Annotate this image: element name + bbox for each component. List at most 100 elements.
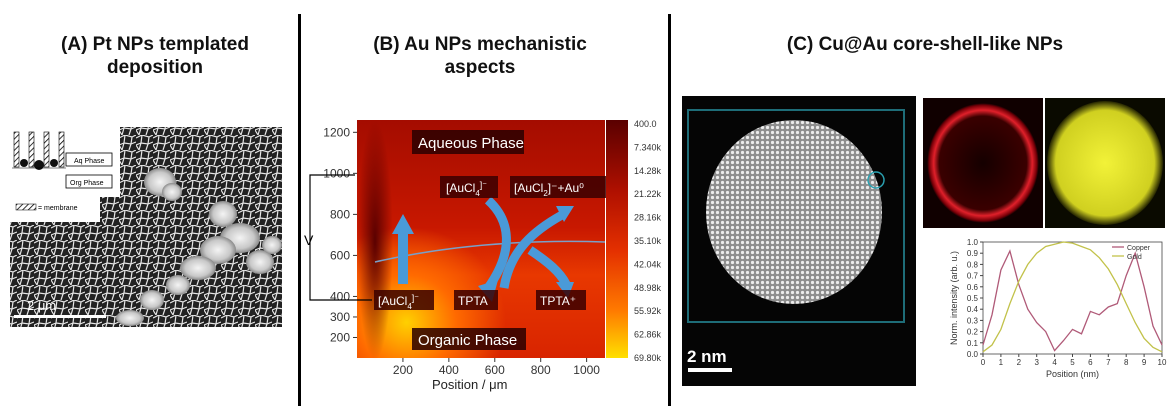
aucl4-bottom-label: [AuCl4]⁻ bbox=[378, 293, 419, 311]
colorbar-labels: 400.0 7.340k 14.28k 21.22k 28.16k 35.10k 42.04… bbox=[634, 119, 662, 363]
y-tick-label-b: 200 bbox=[330, 330, 350, 344]
x-tick-label-b: 200 bbox=[393, 363, 413, 377]
pt-nanoparticle-clusters bbox=[116, 168, 282, 326]
y-tick-label-b: 1000 bbox=[323, 166, 350, 180]
heatmap-axes: 200 400 600 800 1000 200 300 400 600 800 1000 1200 bbox=[323, 125, 600, 377]
organic-phase-label: Organic Phase bbox=[418, 332, 517, 349]
x-tick-label-c: 3 bbox=[1034, 358, 1039, 367]
colorbar-label: 400.0 bbox=[634, 119, 657, 129]
aucl4-bottom-box bbox=[374, 290, 434, 310]
panel-b-title-line2: aspects bbox=[444, 57, 516, 78]
series-line-copper bbox=[982, 249, 1163, 352]
nanoparticle bbox=[706, 120, 882, 304]
x-tick-label-c: 1 bbox=[999, 358, 1004, 367]
colorbar-label: 42.04k bbox=[634, 259, 662, 269]
divider-left bbox=[298, 14, 301, 406]
y-axis-label-c: Norm. intensity (arb. u.) bbox=[949, 251, 959, 345]
scale-bar-c bbox=[688, 368, 732, 372]
panel-b-title-line1: (B) Au NPs mechanistic bbox=[373, 34, 587, 55]
colorbar-label: 7.340k bbox=[634, 142, 662, 152]
x-tick-label-c: 7 bbox=[1106, 358, 1111, 367]
y-tick-label-c: 1.0 bbox=[967, 238, 979, 247]
y-tick-label-c: 0.0 bbox=[967, 350, 979, 359]
aq-phase-label: Aq Phase bbox=[74, 158, 104, 165]
x-tick-label-c: 9 bbox=[1142, 358, 1147, 367]
hot-region bbox=[357, 120, 605, 358]
x-tick-label-c: 10 bbox=[1158, 358, 1167, 367]
series-line-gold bbox=[982, 241, 1163, 353]
panel-b-title: (B) Au NPs mechanistic aspects bbox=[340, 33, 620, 79]
y-tick-label-c: 0.5 bbox=[967, 294, 979, 303]
v-label: V bbox=[304, 232, 314, 248]
line-profile-chart: 0 1 2 3 4 5 6 7 8 9 10 0.0 0.1 0.2 0.3 0.4 0.5 0.6 0.7 0.8 0… bbox=[949, 238, 1167, 379]
y-tick-label-c: 0.2 bbox=[967, 328, 979, 337]
y-tick-label-b: 600 bbox=[330, 248, 350, 262]
membrane-schematic bbox=[12, 131, 113, 211]
colorbar bbox=[606, 120, 628, 358]
tpta-plus-box bbox=[536, 290, 586, 310]
roi-circle bbox=[867, 171, 885, 189]
panel-b-heatmap: 400.0 7.340k 14.28k 21.22k 28.16k 35.10k 42.04… bbox=[304, 119, 662, 392]
colorbar-label: 35.10k bbox=[634, 236, 662, 246]
x-axis-label-b: Position / μm bbox=[432, 377, 507, 392]
panel-c-figure: 2 nm 0 1 2 3 4 5 6 7 8 9 10 0.0 0.1 0.2 0.3 0.4 0.5 0.6 0.… bbox=[682, 96, 1167, 386]
aucl4-top-box bbox=[440, 176, 498, 198]
x-tick-label-b: 400 bbox=[439, 363, 459, 377]
colorbar-label: 69.80k bbox=[634, 353, 662, 363]
inset-background bbox=[10, 127, 120, 222]
y-tick-label-b: 1200 bbox=[323, 125, 350, 139]
y-tick-label-c: 0.3 bbox=[967, 316, 979, 325]
organic-box bbox=[412, 328, 526, 350]
panel-c-title: (C) Cu@Au core-shell-like NPs bbox=[760, 33, 1090, 56]
y-tick-label-c: 0.1 bbox=[967, 339, 979, 348]
gold-core bbox=[1047, 101, 1163, 225]
panel-c-title-text: (C) Cu@Au core-shell-like NPs bbox=[786, 34, 1064, 55]
org-phase-label: Org Phase bbox=[70, 180, 104, 187]
aucl2-au0-label: [AuCl2]⁻+Au⁰ bbox=[514, 181, 584, 198]
scale-bar-label-a: 2 μm bbox=[27, 298, 56, 313]
x-axis-label-c: Position (nm) bbox=[1046, 369, 1099, 379]
roi-box bbox=[687, 109, 905, 323]
x-tick-label-c: 5 bbox=[1070, 358, 1075, 367]
colorbar-label: 48.98k bbox=[634, 283, 662, 293]
legend-label: Copper bbox=[1127, 245, 1151, 252]
scale-bar-a bbox=[14, 315, 106, 318]
dark-band bbox=[357, 120, 393, 360]
y-tick-label-b: 400 bbox=[330, 289, 350, 303]
x-tick-label-c: 8 bbox=[1124, 358, 1129, 367]
x-tick-label-c: 2 bbox=[1017, 358, 1022, 367]
panel-a-title-line2: deposition bbox=[106, 57, 204, 78]
membrane-label: = membrane bbox=[38, 205, 78, 212]
colorbar-label: 28.16k bbox=[634, 213, 662, 223]
y-tick-label-b: 800 bbox=[330, 207, 350, 221]
colorbar-label: 14.28k bbox=[634, 166, 662, 176]
x-tick-label-b: 1000 bbox=[573, 363, 600, 377]
y-tick-label-c: 0.9 bbox=[967, 249, 979, 258]
divider-right bbox=[668, 14, 671, 406]
colorbar-label: 62.86k bbox=[634, 330, 662, 340]
colorbar-label: 21.22k bbox=[634, 189, 662, 199]
x-tick-label-c: 6 bbox=[1088, 358, 1093, 367]
legend-label: Gold bbox=[1127, 254, 1142, 261]
scale-bar-label-c: 2 nm bbox=[687, 347, 727, 366]
tpta-label: TPTA bbox=[458, 294, 488, 308]
v-bracket bbox=[309, 174, 372, 301]
x-tick-label-b: 600 bbox=[485, 363, 505, 377]
copper-shell bbox=[927, 103, 1039, 223]
x-tick-label-b: 800 bbox=[531, 363, 551, 377]
y-tick-label-c: 0.4 bbox=[967, 305, 979, 314]
y-tick-label-b: 300 bbox=[330, 310, 350, 324]
tpta-box bbox=[454, 290, 498, 310]
aucl4-top-label: [AuCl4]⁻ bbox=[446, 180, 487, 198]
aqueous-box bbox=[412, 130, 524, 154]
y-tick-label-c: 0.7 bbox=[967, 272, 979, 281]
x-tick-label-c: 4 bbox=[1052, 358, 1057, 367]
panel-a-title: (A) Pt NPs templated deposition bbox=[20, 33, 290, 79]
panel-a-title-line1: (A) Pt NPs templated bbox=[61, 34, 249, 55]
x-tick-label-c: 0 bbox=[981, 358, 986, 367]
aqueous-phase-label: Aqueous Phase bbox=[418, 135, 524, 152]
panel-a-figure: Aq Phase Org Phase = membrane 2 μm bbox=[10, 127, 282, 327]
tpta-plus-label: TPTA⁺ bbox=[540, 294, 576, 308]
y-tick-label-c: 0.6 bbox=[967, 283, 979, 292]
aucl2-box bbox=[510, 176, 606, 198]
